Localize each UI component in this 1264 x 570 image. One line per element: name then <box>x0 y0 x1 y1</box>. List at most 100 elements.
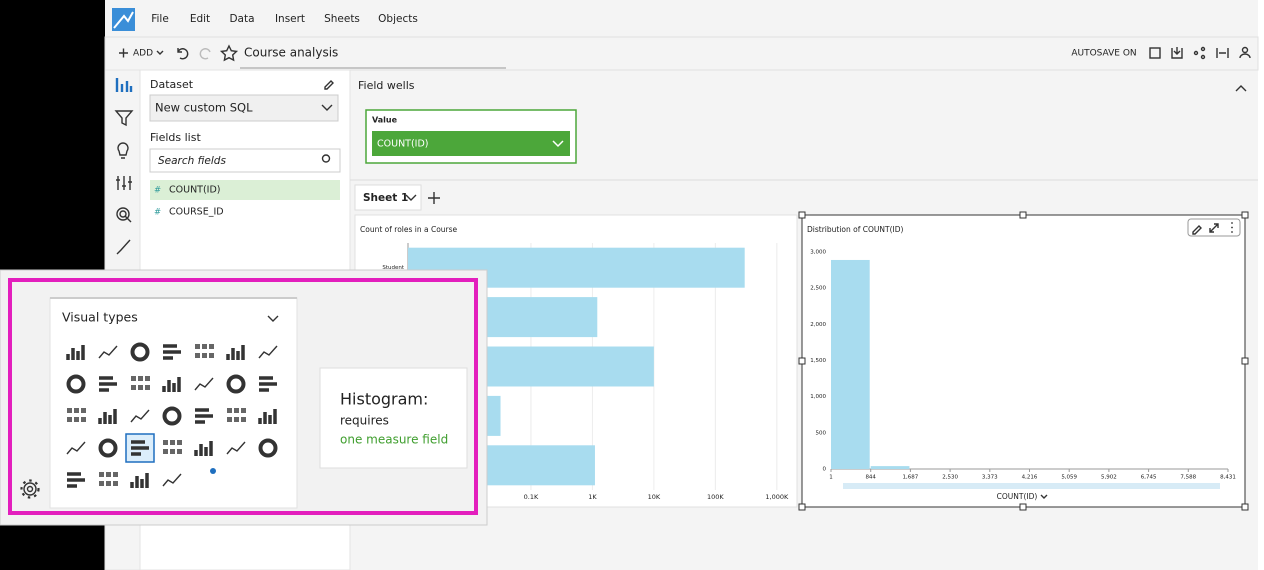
visual-type-icon[interactable] <box>163 344 181 360</box>
visual-type-icon[interactable] <box>99 376 117 392</box>
resize-handle[interactable] <box>1241 357 1249 365</box>
glyph <box>226 441 246 455</box>
x-tick-label: 10K <box>648 493 661 501</box>
y-tick-label: 2,500 <box>810 286 826 292</box>
menu-item[interactable]: Sheets <box>324 13 360 25</box>
resize-handle[interactable] <box>798 211 806 219</box>
y-tick-label: 1,000 <box>810 394 826 400</box>
resize-handle[interactable] <box>798 503 806 511</box>
add-button[interactable]: ADD <box>133 49 153 59</box>
visual-type-icon[interactable] <box>195 408 213 424</box>
glyph <box>98 409 117 424</box>
settings[interactable] <box>20 479 40 499</box>
x-tick-label: 1 <box>829 475 833 481</box>
x-tick-label: 100K <box>707 493 724 501</box>
visual-type-icon[interactable] <box>130 409 150 423</box>
visual-type-icon[interactable] <box>67 408 86 422</box>
x-tick-label: 2,530 <box>942 475 958 481</box>
resize-handle[interactable] <box>1019 211 1027 219</box>
visual-type-icon[interactable] <box>162 377 181 392</box>
menu-item[interactable]: Edit <box>190 13 210 25</box>
resize-handle[interactable] <box>1241 503 1249 511</box>
rail-icons[interactable] <box>114 78 134 255</box>
glyph <box>163 344 181 360</box>
visual-type-icon[interactable] <box>163 440 182 454</box>
value-well-label: Value <box>372 116 398 125</box>
dataset-select[interactable] <box>149 94 339 122</box>
favorite[interactable] <box>219 44 239 62</box>
visual-type-icon[interactable] <box>226 374 246 394</box>
resize-handle[interactable] <box>1019 503 1027 511</box>
menu-item[interactable]: Insert <box>275 13 305 25</box>
field-icon: # <box>154 186 161 196</box>
toolbar-icons[interactable] <box>1149 46 1251 60</box>
y-tick-label: Student <box>382 265 404 271</box>
value-field-button[interactable] <box>372 131 570 156</box>
x-tick-label: 844 <box>865 475 876 481</box>
edit-dataset[interactable] <box>324 80 334 90</box>
visual-type-icon[interactable] <box>66 441 86 455</box>
analysis-name[interactable]: Course analysis <box>244 46 338 60</box>
x-tick-label: 1,687 <box>903 475 919 481</box>
y-tick-label: 1,500 <box>810 358 826 364</box>
visual-type-icon[interactable] <box>66 374 86 394</box>
visual-type-icon[interactable] <box>258 345 278 359</box>
field-wells-title: Field wells <box>358 79 415 92</box>
sheet-tab[interactable] <box>354 184 422 211</box>
x-axis-label: COUNT(ID) <box>997 492 1038 501</box>
visual-type-icon[interactable] <box>258 438 278 458</box>
undo[interactable] <box>177 48 189 60</box>
visual-type-icon[interactable] <box>162 406 182 426</box>
visual-type-icon[interactable] <box>131 376 150 390</box>
histogram-bar <box>870 466 910 469</box>
resize-handle[interactable] <box>798 357 806 365</box>
dataset-label: Dataset <box>150 78 194 91</box>
add-chevron <box>156 50 164 55</box>
search-input[interactable] <box>149 148 341 173</box>
visual-type-icon[interactable] <box>131 440 149 456</box>
value-field-chevron <box>552 140 564 148</box>
glyph <box>131 440 149 456</box>
autosave[interactable]: AUTOSAVE ON <box>1071 49 1136 59</box>
y-tick-label: 3,000 <box>810 250 826 256</box>
visual-type-icon[interactable] <box>226 345 245 360</box>
visual-type-icon[interactable] <box>98 409 117 424</box>
add-sheet[interactable] <box>428 192 440 204</box>
x-tick-label: 4,216 <box>1022 475 1038 481</box>
menu-item[interactable]: File <box>151 13 169 25</box>
range-slider[interactable] <box>843 483 1220 489</box>
visual-type-icon[interactable] <box>66 345 85 360</box>
visual-menu[interactable] <box>1187 218 1241 237</box>
menu-item[interactable]: Objects <box>378 13 418 25</box>
field-icon: # <box>154 208 161 218</box>
glyph <box>195 408 213 424</box>
visual-types-chevron[interactable] <box>267 315 279 322</box>
menu-item[interactable]: Data <box>229 13 254 25</box>
visual-type-icon[interactable] <box>162 473 182 487</box>
menu-bar <box>105 0 1258 37</box>
visual-type-icon[interactable] <box>194 441 213 456</box>
glyph <box>162 406 182 426</box>
visual-type-icon[interactable] <box>194 377 214 391</box>
visual-type-icon[interactable] <box>226 441 246 455</box>
resize-handle[interactable] <box>1241 211 1249 219</box>
visual-type-icon[interactable] <box>98 438 118 458</box>
field-name[interactable]: COUNT(ID) <box>169 185 221 196</box>
glyph <box>99 472 118 486</box>
field-name[interactable]: COURSE_ID <box>169 207 224 218</box>
visual-type-icon[interactable] <box>195 344 214 358</box>
redo[interactable] <box>199 48 211 60</box>
visual-type-icon[interactable] <box>258 409 277 424</box>
visual-type-icon[interactable] <box>99 472 118 486</box>
visual-type-icon[interactable] <box>130 342 150 362</box>
visual-type-icon[interactable] <box>130 473 149 488</box>
visual-type-icon[interactable] <box>259 376 277 392</box>
y-tick-label: 500 <box>816 430 827 436</box>
visual-type-icon[interactable] <box>67 472 85 488</box>
visual-type-icon[interactable] <box>98 345 118 359</box>
glyph <box>194 441 213 456</box>
visual-type-icon[interactable] <box>227 408 246 422</box>
visual-type-grid <box>66 342 278 488</box>
collapse-wells[interactable] <box>1235 85 1247 92</box>
glyph <box>130 473 149 488</box>
